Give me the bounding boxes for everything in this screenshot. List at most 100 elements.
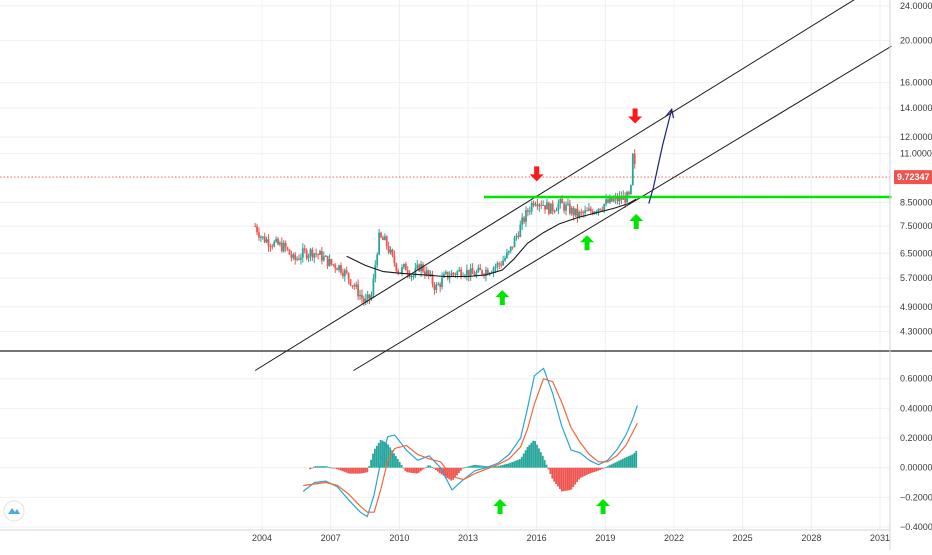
up-arrow-icon[interactable] xyxy=(493,498,508,514)
histogram-bar xyxy=(349,467,352,474)
candle xyxy=(414,268,417,276)
candle xyxy=(404,263,407,271)
candle xyxy=(444,271,447,274)
candle xyxy=(456,271,459,275)
candle xyxy=(439,284,442,287)
candle xyxy=(481,270,484,275)
candle xyxy=(504,258,506,261)
down-arrow-icon[interactable] xyxy=(628,108,643,124)
candle xyxy=(450,272,453,277)
histogram-bar xyxy=(326,466,329,468)
candle xyxy=(631,153,634,186)
histogram-bar xyxy=(480,465,483,468)
candle xyxy=(542,205,545,207)
candle xyxy=(477,267,480,273)
histogram-bar xyxy=(393,453,395,468)
candle xyxy=(443,273,445,278)
histogram-bar xyxy=(396,459,399,468)
histogram-bar xyxy=(536,444,538,468)
signal-line[interactable] xyxy=(303,378,638,513)
candle xyxy=(317,254,319,256)
up-arrow-icon[interactable] xyxy=(596,498,611,514)
histogram-bar xyxy=(602,467,605,469)
candle xyxy=(515,235,518,238)
histogram-bar xyxy=(557,467,559,487)
y-tick-label: −0.20000 xyxy=(900,492,932,502)
y-tick-label: 7.50000 xyxy=(900,221,932,231)
candle xyxy=(279,242,281,245)
candle xyxy=(401,267,403,274)
histogram-bar xyxy=(576,467,579,483)
histogram-bar xyxy=(553,467,556,482)
candle xyxy=(294,254,297,260)
candle xyxy=(328,259,331,267)
histogram-bar xyxy=(347,467,350,474)
projection-line[interactable] xyxy=(648,109,673,204)
histogram-bar xyxy=(518,459,521,468)
histogram-bar xyxy=(446,467,449,479)
histogram-bar xyxy=(545,464,548,468)
candle xyxy=(553,210,556,212)
histogram-bar xyxy=(463,467,466,469)
histogram-bar xyxy=(395,456,397,468)
x-tick-label: 2019 xyxy=(595,533,615,543)
histogram-bar xyxy=(444,467,447,477)
histogram-bar xyxy=(433,467,435,469)
y-tick-label: 4.90000 xyxy=(900,302,932,312)
macd-line[interactable] xyxy=(302,367,638,518)
candle xyxy=(301,248,304,258)
candle xyxy=(382,237,384,241)
candle xyxy=(273,241,276,247)
tradingview-logo-icon[interactable] xyxy=(3,500,25,522)
histogram-bar xyxy=(608,465,611,468)
x-tick-label: 2022 xyxy=(664,533,684,543)
histogram-bar xyxy=(425,466,428,468)
histogram-bar xyxy=(496,466,498,468)
candle xyxy=(347,272,350,280)
histogram-bar xyxy=(612,463,615,468)
candle xyxy=(561,199,564,204)
candle xyxy=(628,192,630,194)
channel-lower-line[interactable] xyxy=(353,45,892,371)
down-arrow-icon[interactable] xyxy=(529,166,544,182)
candle xyxy=(580,211,583,213)
histogram-bar xyxy=(406,467,409,473)
candle xyxy=(370,295,373,299)
candle xyxy=(475,272,478,277)
up-arrow-icon[interactable] xyxy=(580,235,595,251)
y-tick-label: 14.00000 xyxy=(900,103,932,113)
candle xyxy=(364,298,367,303)
candle xyxy=(517,235,520,237)
up-arrow-icon[interactable] xyxy=(495,290,510,306)
histogram-bar xyxy=(465,466,468,468)
histogram-bar xyxy=(524,450,527,468)
channel-upper-line[interactable] xyxy=(254,0,891,371)
histogram-bar xyxy=(505,463,508,468)
candle xyxy=(551,203,554,211)
histogram-bar xyxy=(339,467,342,471)
candle xyxy=(500,264,503,266)
candle xyxy=(507,251,510,253)
histogram-bar xyxy=(358,467,361,474)
candle xyxy=(433,284,436,290)
histogram-bar xyxy=(421,467,424,470)
histogram-bar xyxy=(599,467,601,470)
histogram-bar xyxy=(379,440,382,468)
candle xyxy=(567,203,569,205)
candle xyxy=(584,210,587,214)
candle xyxy=(523,217,525,222)
candle xyxy=(492,268,495,273)
histogram-bar xyxy=(585,467,588,475)
candle xyxy=(351,285,354,287)
candle xyxy=(355,284,358,287)
candle xyxy=(277,238,279,245)
histogram-bar xyxy=(328,467,331,468)
histogram-bar xyxy=(332,467,334,469)
moving-average-line[interactable] xyxy=(346,198,637,278)
candle xyxy=(633,153,636,165)
up-arrow-icon[interactable] xyxy=(629,213,644,229)
histogram-bar xyxy=(324,466,327,468)
y-tick-label: 6.50000 xyxy=(900,248,932,258)
candle xyxy=(546,202,548,210)
candle xyxy=(423,271,426,276)
